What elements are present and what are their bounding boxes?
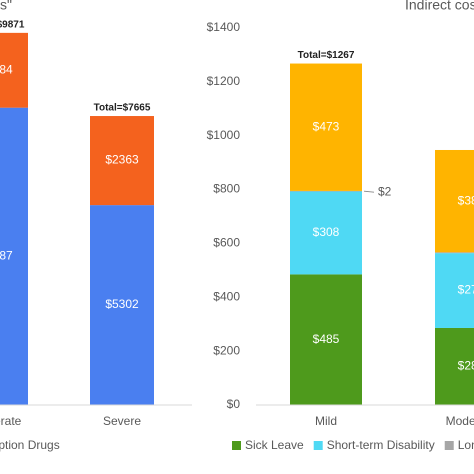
value-label: $2363 — [105, 153, 139, 167]
x-tick-label: Moderate — [0, 414, 22, 428]
bar-segment — [435, 252, 474, 254]
value-label: $7887 — [0, 249, 13, 263]
x-tick-label: Mild — [315, 414, 337, 428]
y-tick-label: $400 — [213, 289, 240, 303]
total-label: Total=$9871 — [0, 20, 25, 31]
value-label: $2 — [378, 184, 392, 198]
bar-segment — [0, 32, 28, 108]
chart-title: s" — [0, 0, 12, 13]
value-label: $286 — [458, 359, 474, 373]
y-tick-label: $0 — [227, 397, 241, 411]
bar-segment — [0, 107, 28, 406]
y-tick-label: $1200 — [207, 74, 241, 88]
x-tick-label: Moderate — [446, 414, 474, 428]
total-label: Total=$1267 — [298, 50, 355, 61]
chart-title: Indirect costs — [405, 0, 474, 13]
bar-segment — [290, 191, 362, 275]
legend-label: Prescription Drugs — [0, 438, 60, 452]
bar-segment — [290, 274, 362, 405]
legend-swatch — [313, 441, 323, 450]
value-label: $380 — [458, 193, 474, 207]
bar-segment — [435, 253, 474, 328]
value-label: $1984 — [0, 62, 13, 76]
legend-swatch — [232, 441, 241, 450]
value-label: $308 — [313, 225, 340, 239]
bar-segment — [435, 149, 474, 253]
y-tick-label: $1400 — [207, 20, 241, 34]
legend-label: Sick Leave — [245, 438, 304, 452]
y-tick-label: $200 — [213, 343, 240, 357]
value-label: $485 — [313, 332, 340, 346]
legend-label: Long-term Disability — [458, 438, 474, 452]
value-label: $473 — [313, 119, 340, 133]
value-label: $278 — [458, 283, 474, 297]
leader-line — [363, 190, 375, 193]
x-tick-label: Severe — [103, 414, 141, 428]
total-label: Total=$7665 — [94, 103, 151, 114]
y-tick-label: $1000 — [207, 128, 241, 142]
bar-segment — [90, 205, 154, 405]
y-tick-label: $800 — [213, 182, 240, 196]
bar-segment — [435, 327, 474, 405]
bar-segment — [90, 116, 154, 206]
value-label: $5302 — [105, 297, 139, 311]
legend-swatch — [444, 441, 454, 450]
bar-segment — [290, 63, 362, 191]
y-tick-label: $600 — [213, 236, 240, 250]
legend-label: Short-term Disability — [327, 438, 435, 452]
bar-segment — [290, 190, 362, 192]
